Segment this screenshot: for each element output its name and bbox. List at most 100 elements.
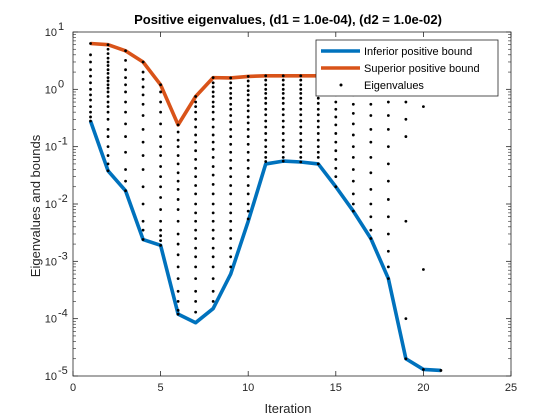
- eigenvalue-point: [229, 202, 233, 206]
- chart-title: Positive eigenvalues, (d1 = 1.0e-04), (d…: [134, 12, 442, 27]
- eigenvalue-point: [229, 120, 233, 124]
- eigenvalue-point: [334, 149, 338, 153]
- eigenvalue-point: [229, 76, 233, 80]
- y-tick-label-exponent: -4: [58, 308, 68, 320]
- eigenvalue-point: [386, 277, 390, 280]
- eigenvalue-point: [106, 100, 110, 104]
- eigenvalue-point: [369, 140, 373, 144]
- eigenvalue-point: [316, 101, 320, 105]
- eigenvalue-point: [211, 192, 215, 196]
- eigenvalue-point: [351, 122, 355, 126]
- eigenvalue-point: [106, 60, 110, 64]
- y-tick-label: 10: [45, 84, 57, 96]
- eigenvalue-point: [106, 90, 110, 94]
- eigenvalue-point: [299, 96, 303, 100]
- eigenvalue-point: [246, 128, 250, 131]
- eigenvalue-point: [141, 60, 145, 64]
- eigenvalue-point: [281, 159, 285, 163]
- eigenvalue-point: [422, 268, 425, 271]
- eigenvalue-point: [106, 128, 110, 131]
- eigenvalue-point: [211, 90, 215, 94]
- eigenvalue-point: [194, 105, 198, 108]
- eigenvalue-point: [299, 155, 303, 159]
- eigenvalue-point: [194, 310, 198, 314]
- eigenvalue-point: [386, 249, 390, 253]
- eigenvalue-point: [229, 107, 233, 111]
- eigenvalue-point: [176, 154, 180, 157]
- eigenvalue-point: [89, 42, 92, 45]
- eigenvalue-point: [211, 76, 215, 80]
- eigenvalue-point: [106, 95, 110, 98]
- legend-label: Superior positive bound: [364, 63, 480, 75]
- eigenvalue-point: [386, 128, 390, 131]
- eigenvalue-point: [369, 114, 373, 117]
- y-tick-label: 10: [45, 371, 57, 383]
- eigenvalue-point: [281, 91, 285, 95]
- eigenvalue-point: [264, 113, 268, 117]
- eigenvalue-point: [159, 122, 163, 126]
- eigenvalue-point: [159, 154, 163, 157]
- eigenvalue-point: [369, 187, 373, 191]
- eigenvalue-point: [264, 150, 268, 154]
- eigenvalue-point: [141, 140, 145, 144]
- eigenvalue-point: [211, 110, 215, 114]
- eigenvalue-point: [176, 198, 180, 201]
- legend: Inferior positive bound Superior positive…: [315, 39, 499, 97]
- eigenvalue-point: [404, 100, 408, 104]
- eigenvalue-point: [194, 265, 198, 269]
- eigenvalue-point: [194, 157, 198, 161]
- eigenvalue-point: [386, 265, 390, 269]
- eigenvalue-point: [281, 145, 285, 149]
- y-tick-label-exponent: 0: [58, 78, 64, 90]
- eigenvalue-point: [229, 102, 233, 106]
- eigenvalue-point: [334, 123, 338, 127]
- eigenvalue-point: [89, 60, 92, 64]
- eigenvalue-point: [299, 101, 303, 105]
- eigenvalue-point: [211, 155, 215, 159]
- eigenvalue-point: [211, 228, 215, 232]
- eigenvalue-point: [89, 81, 92, 85]
- eigenvalue-point: [246, 142, 250, 146]
- eigenvalue-point: [246, 184, 250, 187]
- eigenvalue-point: [211, 211, 215, 215]
- eigenvalue-point: [246, 121, 250, 125]
- eigenvalue-point: [124, 189, 127, 193]
- eigenvalue-point: [106, 135, 110, 138]
- eigenvalue-point: [351, 112, 355, 115]
- eigenvalue-point: [246, 175, 250, 179]
- eigenvalue-point: [159, 175, 163, 179]
- eigenvalue-point: [264, 96, 268, 100]
- legend-label: Eigenvalues: [364, 80, 424, 92]
- eigenvalue-point: [369, 202, 373, 206]
- eigenvalue-point: [351, 168, 355, 171]
- eigenvalue-point: [299, 150, 303, 154]
- eigenvalue-point: [124, 179, 127, 183]
- eigenvalue-point: [386, 162, 390, 166]
- eigenvalue-point: [299, 138, 303, 142]
- eigenvalue-point: [176, 219, 180, 223]
- eigenvalue-point: [89, 68, 92, 72]
- eigenvalue-point: [89, 87, 92, 91]
- y-tick-label: 10: [45, 314, 57, 326]
- eigenvalue-point: [194, 184, 198, 187]
- y-tick-label: 10: [45, 199, 57, 211]
- eigenvalue-point: [176, 208, 180, 211]
- eigenvalue-point: [124, 49, 127, 53]
- eigenvalue-point: [229, 150, 233, 154]
- eigenvalue-point: [334, 140, 338, 144]
- eigenvalue-point: [386, 100, 390, 104]
- data-layer: [88, 41, 443, 373]
- eigenvalue-point: [141, 238, 145, 241]
- eigenvalue-point: [299, 125, 303, 129]
- eigenvalue-point: [229, 91, 233, 95]
- y-tick-label: 10: [45, 142, 57, 154]
- eigenvalue-point: [159, 100, 163, 104]
- eigenvalue-point: [141, 114, 145, 117]
- eigenvalue-point: [141, 219, 145, 223]
- eigenvalue-point: [316, 119, 320, 123]
- eigenvalue-point: [229, 237, 233, 240]
- eigenvalue-point: [124, 76, 127, 80]
- eigenvalue-point: [176, 277, 180, 280]
- eigenvalue-point: [211, 100, 215, 104]
- eigenvalue-point: [211, 117, 215, 121]
